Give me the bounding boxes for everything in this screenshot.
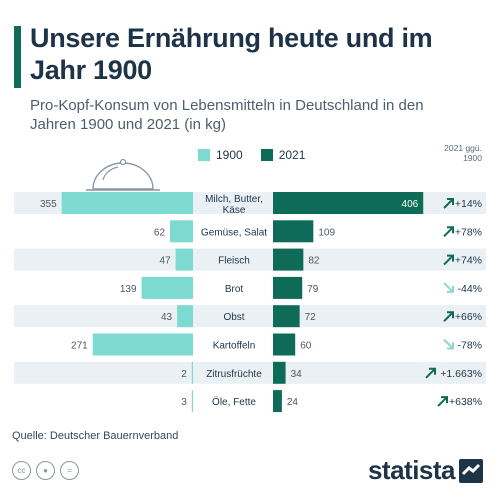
value-label-2021: 60 xyxy=(300,341,312,352)
value-label-2021: 79 xyxy=(307,284,319,295)
bar-1900 xyxy=(175,248,193,271)
legend-item-1900: 1900 xyxy=(198,148,243,162)
bar-2021 xyxy=(273,276,303,299)
title-accent-bar xyxy=(14,26,21,88)
arrow-up-icon xyxy=(437,396,448,407)
value-label-1900: 47 xyxy=(159,256,171,267)
bar-1900 xyxy=(61,192,194,214)
arrow-up-icon xyxy=(443,226,454,238)
chart-title: Unsere Ernährung heute und im Jahr 1900 xyxy=(30,23,433,85)
change-label: +14% xyxy=(455,198,482,210)
arrow-up-icon xyxy=(443,311,454,322)
value-label-2021: 109 xyxy=(318,227,335,238)
value-label-1900: 2 xyxy=(181,369,187,380)
bar-1900 xyxy=(170,220,193,243)
value-label-1900: 355 xyxy=(40,199,57,210)
bar-1900 xyxy=(177,305,193,328)
value-label-2021: 34 xyxy=(291,369,303,380)
arrow-up-icon xyxy=(443,254,454,266)
bar-2021 xyxy=(273,248,304,271)
category-label: Milch, Butter, xyxy=(205,194,263,205)
category-label: Kartoffeln xyxy=(213,341,256,352)
change-label: -78% xyxy=(457,340,482,352)
value-label-1900: 271 xyxy=(71,341,88,352)
category-label: Öle, Fette xyxy=(212,396,256,408)
category-label: Brot xyxy=(225,284,244,295)
bar-1900 xyxy=(191,361,193,384)
row-band xyxy=(14,248,486,271)
change-label: +638% xyxy=(449,396,482,408)
bar-2021 xyxy=(273,192,424,214)
license-icons: cc ● = xyxy=(12,461,84,480)
arrow-up-icon xyxy=(443,198,454,209)
logo-text: statista xyxy=(367,455,456,485)
bar-1900 xyxy=(92,333,193,356)
category-label: Gemüse, Salat xyxy=(201,227,267,238)
value-label-2021: 406 xyxy=(402,199,419,210)
equals-icon: = xyxy=(60,461,79,480)
value-label-2021: 82 xyxy=(308,256,320,267)
cc-icon: cc xyxy=(12,461,31,480)
legend-label-2021: 2021 xyxy=(278,148,306,162)
arrow-down-icon xyxy=(443,282,454,293)
value-label-1900: 3 xyxy=(181,397,187,408)
category-label: Fleisch xyxy=(218,256,250,267)
value-label-1900: 139 xyxy=(120,284,137,295)
arrow-down-icon xyxy=(443,338,454,350)
cloche-icon xyxy=(86,158,160,191)
category-label: Zitrusfrüchte xyxy=(206,369,262,380)
value-label-1900: 62 xyxy=(154,227,166,238)
change-column-header: 2021 ggü. 1900 xyxy=(444,143,482,163)
legend-label-1900: 1900 xyxy=(216,148,243,162)
source-note: Quelle: Deutscher Bauernverband xyxy=(12,430,179,442)
bar-1900 xyxy=(191,390,193,413)
bar-2021 xyxy=(273,361,286,384)
row-band xyxy=(14,305,486,328)
value-label-2021: 72 xyxy=(305,312,317,323)
value-label-2021: 24 xyxy=(287,397,299,408)
change-label: +74% xyxy=(455,255,482,267)
bar-2021 xyxy=(273,390,282,413)
change-label: -44% xyxy=(457,283,482,295)
arrow-up-icon xyxy=(425,367,436,379)
bar-2021 xyxy=(273,220,314,243)
statista-logo: statista xyxy=(368,455,483,486)
change-label: +78% xyxy=(455,226,482,238)
legend-item-2021: 2021 xyxy=(260,148,306,162)
chart-subtitle: Pro-Kopf-Konsum von Lebensmitteln in Deu… xyxy=(30,97,424,133)
change-label: +1.663% xyxy=(440,368,482,380)
change-label: +66% xyxy=(455,311,482,323)
person-icon: ● xyxy=(36,461,55,480)
legend-swatch-1900 xyxy=(198,149,210,161)
value-label-1900: 43 xyxy=(161,312,173,323)
logo-mark-icon xyxy=(459,458,483,483)
bar-2021 xyxy=(273,305,300,328)
row-band xyxy=(14,361,486,384)
legend-swatch-2021 xyxy=(260,149,273,161)
bar-2021 xyxy=(273,333,296,356)
legend: 1900 2021 xyxy=(198,147,323,163)
category-label: Obst xyxy=(223,312,244,323)
bar-1900 xyxy=(141,276,193,299)
category-label-line2: Käse xyxy=(223,205,246,216)
